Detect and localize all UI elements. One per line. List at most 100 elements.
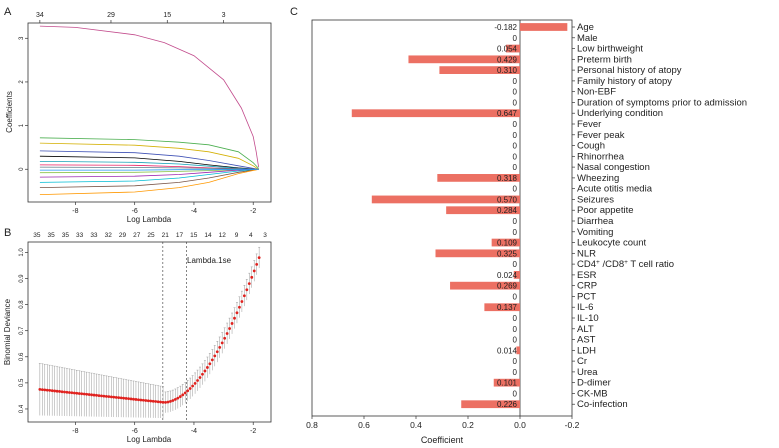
deviance-point: [196, 379, 199, 382]
coef-bar: [351, 109, 520, 118]
b-top-label: 35: [48, 232, 56, 239]
category-label: Underlying condition: [577, 108, 663, 119]
coef-bar: [435, 249, 520, 258]
lambda-1se-annotation: Lambda.1se: [187, 256, 232, 265]
coef-value-label: 0.109: [497, 239, 518, 248]
deviance-point: [201, 372, 204, 376]
coef-value-label: 0.647: [497, 109, 518, 118]
coef-value-label: 0: [513, 77, 518, 86]
deviance-point: [159, 400, 162, 404]
b-top-label: 32: [105, 232, 113, 239]
deviance-point: [92, 393, 96, 397]
category-label: Preterm birth: [577, 54, 632, 65]
c-xtick-label: -0.2: [565, 420, 580, 430]
b-top-label: 15: [190, 232, 198, 239]
deviance-point: [119, 396, 123, 400]
a-ytick-label: 3: [19, 36, 25, 40]
deviance-point: [43, 388, 47, 392]
coef-value-label: 0: [513, 217, 518, 226]
deviance-point: [166, 400, 170, 404]
deviance-point: [114, 395, 118, 399]
b-top-label: 12: [219, 232, 227, 239]
deviance-point: [186, 389, 190, 393]
coef-value-label: 0.024: [497, 271, 518, 280]
panel-a-coefficient-paths: -8 -6 -4 -2 0 1 2 3 34 29 15 3 Log Lambda Coefficie…: [5, 12, 272, 224]
coef-path-s3: [39, 142, 259, 170]
deviance-point: [191, 384, 195, 388]
coef-bar: [516, 346, 520, 355]
deviance-point: [48, 389, 52, 392]
deviance-point: [228, 327, 231, 330]
category-label: CK-MB: [577, 388, 608, 399]
category-label: AST: [577, 335, 596, 346]
category-label: Wheezing: [577, 173, 619, 184]
c-xtick-label: 0.8: [306, 420, 318, 430]
deviance-point: [151, 399, 155, 403]
panel-b-deviance-plot: -8 -6 -4 -20.40.50.60.70.80.91.035 35 35 33 33 3…: [3, 232, 272, 444]
coef-path-s12: [39, 168, 259, 195]
deviance-point: [45, 388, 49, 392]
deviance-point: [213, 354, 217, 358]
coef-value-label: 0: [513, 228, 518, 237]
coef-path-s14: [39, 168, 259, 171]
deviance-point: [247, 282, 251, 286]
category-label: CD4+ /CD8+ T cell ratio: [577, 259, 674, 271]
b-top-label: 33: [90, 232, 98, 239]
b-top-label: 25: [147, 232, 155, 239]
category-label: Duration of symptoms prior to admission: [577, 97, 747, 108]
deviance-point: [70, 391, 74, 395]
coef-value-label: 0: [513, 163, 518, 172]
deviance-point: [206, 366, 209, 369]
coef-value-label: 0.137: [497, 303, 518, 312]
category-label: Diarrhea: [577, 216, 614, 227]
a-ytick-label: 2: [19, 80, 25, 84]
category-label: PCT: [577, 291, 596, 302]
deviance-point: [250, 275, 254, 279]
coef-value-label: 0: [513, 389, 518, 398]
coef-path-s2: [39, 137, 259, 169]
deviance-point: [223, 336, 227, 340]
category-label: Vomiting: [577, 227, 613, 238]
coef-bar: [450, 281, 520, 290]
deviance-point: [127, 397, 130, 401]
deviance-point: [63, 390, 66, 394]
b-ytick-label: 0.7: [19, 326, 25, 335]
coef-path-s9: [39, 168, 259, 178]
c-xtick-label: 0.4: [410, 420, 422, 430]
coef-bar: [505, 44, 520, 53]
deviance-point: [255, 262, 259, 266]
deviance-point: [117, 396, 121, 400]
coef-value-label: 0: [513, 142, 518, 151]
coef-value-label: 0.014: [497, 346, 518, 355]
deviance-point: [137, 398, 140, 402]
deviance-point: [146, 399, 150, 403]
b-top-label: 3: [263, 232, 267, 239]
b-top-label: 27: [133, 232, 141, 239]
coef-value-label: 0.101: [497, 379, 518, 388]
panel-c-frame: [311, 19, 573, 417]
deviance-point: [225, 332, 229, 335]
coef-value-label: 0: [513, 336, 518, 345]
coef-bar: [371, 195, 520, 204]
deviance-point: [156, 400, 160, 404]
deviance-point: [193, 381, 197, 385]
panel-b-ylabel: Binomial Deviance: [3, 298, 12, 365]
b-ytick-label: 0.5: [19, 378, 25, 387]
deviance-point: [53, 389, 57, 393]
deviance-point: [112, 395, 116, 399]
b-ytick-label: 0.9: [19, 274, 25, 283]
deviance-point: [129, 397, 133, 401]
coef-bar: [461, 400, 520, 409]
deviance-point: [235, 311, 239, 315]
panel-c-coefficient-bars: -0.182 Age 0 Male 0.054 Low birthweight 0.429 P…: [306, 19, 747, 445]
deviance-point: [82, 392, 86, 396]
b-xtick-label: -8: [72, 428, 78, 435]
deviance-point: [104, 394, 108, 398]
c-xtick-label: 0.2: [462, 420, 474, 430]
category-label: LDH: [577, 345, 596, 356]
panel-a-ylabel: Coefficients: [5, 91, 14, 133]
a-top-tick-label: 29: [107, 12, 115, 19]
deviance-point: [134, 398, 138, 401]
a-xtick-label: -4: [191, 208, 197, 215]
b-xtick-label: -2: [250, 428, 256, 435]
